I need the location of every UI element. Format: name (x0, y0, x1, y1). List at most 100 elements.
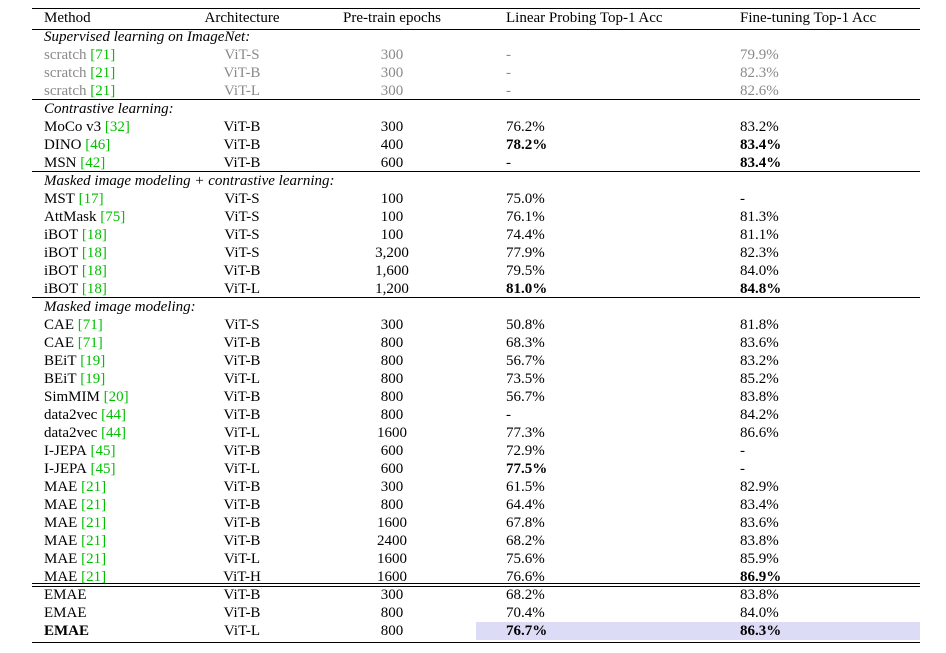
finetune-cell: 83.8% (740, 389, 779, 405)
linear-cell: 81.0% (506, 281, 548, 297)
method-cell: BEiT [19] (44, 352, 105, 370)
method-name: CAE (44, 317, 74, 333)
linear-cell: 77.3% (506, 425, 545, 441)
citation: [32] (104, 119, 130, 135)
method-cell: data2vec [44] (44, 406, 126, 424)
arch-cell: ViT-S (224, 47, 260, 63)
epochs-cell: 800 (380, 497, 404, 513)
arch-cell: ViT-L (223, 461, 261, 477)
method-cell: iBOT [18] (44, 262, 107, 280)
method-cell: MAE [21] (44, 514, 106, 532)
epochs-cell: 800 (380, 389, 404, 405)
method-cell: BEiT [19] (44, 370, 105, 388)
citation: [17] (78, 191, 104, 207)
header-cell: Architecture (204, 10, 280, 26)
method-cell: DINO [46] (44, 136, 110, 154)
finetune-cell: 85.9% (740, 551, 779, 567)
arch-cell: ViT-L (223, 425, 261, 441)
method-name: I-JEPA (44, 461, 87, 477)
arch-cell: ViT-B (223, 137, 261, 153)
method-name: MAE (44, 569, 78, 585)
linear-cell: 76.2% (506, 119, 545, 135)
finetune-cell: - (740, 191, 745, 207)
arch-cell: ViT-L (223, 551, 261, 567)
arch-cell: ViT-B (223, 533, 261, 549)
linear-cell: 74.4% (506, 227, 545, 243)
arch-cell: ViT-B (223, 389, 261, 405)
method-name: data2vec (44, 425, 98, 441)
epochs-cell: 100 (380, 209, 404, 225)
citation: [18] (81, 245, 107, 261)
method-name: scratch (44, 65, 87, 81)
finetune-cell: 86.6% (740, 425, 779, 441)
arch-cell: ViT-B (223, 605, 261, 621)
linear-cell: 64.4% (506, 497, 545, 513)
citation: [42] (80, 155, 106, 171)
method-name: MAE (44, 515, 78, 531)
finetune-cell: 82.3% (740, 65, 779, 81)
epochs-cell: 600 (380, 443, 404, 459)
method-name: iBOT (44, 245, 79, 261)
citation: [18] (81, 263, 107, 279)
finetune-cell: 79.9% (740, 47, 779, 63)
citation: [21] (81, 533, 107, 549)
arch-cell: ViT-S (224, 209, 260, 225)
citation: [21] (81, 479, 107, 495)
citation: [21] (81, 497, 107, 513)
linear-cell: 72.9% (506, 443, 545, 459)
epochs-cell: 3,200 (375, 245, 409, 261)
method-name: BEiT (44, 353, 77, 369)
linear-cell: 73.5% (506, 371, 545, 387)
method-cell: SimMIM [20] (44, 388, 129, 406)
arch-cell: ViT-B (223, 335, 261, 351)
method-cell: I-JEPA [45] (44, 442, 116, 460)
epochs-cell: 300 (380, 47, 404, 63)
epochs-cell: 1600 (377, 551, 407, 567)
citation: [44] (101, 425, 127, 441)
arch-cell: ViT-L (223, 281, 261, 297)
header-cell: Pre-train epochs (343, 10, 441, 26)
section-title: Masked image modeling + contrastive lear… (44, 173, 335, 189)
citation: [21] (81, 515, 107, 531)
epochs-cell: 1,600 (375, 263, 409, 279)
epochs-cell: 800 (380, 371, 404, 387)
epochs-cell: 300 (380, 65, 404, 81)
linear-cell: 75.0% (506, 191, 545, 207)
linear-cell: 77.5% (506, 461, 548, 477)
epochs-cell: 1600 (377, 569, 407, 585)
method-cell: EMAE (44, 622, 89, 640)
method-cell: MoCo v3 [32] (44, 118, 130, 136)
double-rule (32, 583, 920, 584)
finetune-cell: 82.9% (740, 479, 779, 495)
double-rule (32, 586, 920, 587)
method-cell: iBOT [18] (44, 226, 107, 244)
method-name: MAE (44, 497, 78, 513)
linear-cell: 75.6% (506, 551, 545, 567)
linear-cell: 50.8% (506, 317, 545, 333)
linear-cell: 79.5% (506, 263, 545, 279)
arch-cell: ViT-S (224, 227, 260, 243)
epochs-cell: 300 (380, 119, 404, 135)
method-cell: MAE [21] (44, 550, 106, 568)
finetune-cell: 84.8% (740, 281, 782, 297)
method-cell: data2vec [44] (44, 424, 126, 442)
linear-cell: 76.7% (506, 623, 548, 639)
linear-cell: 56.7% (506, 353, 545, 369)
method-name: iBOT (44, 227, 79, 243)
epochs-cell: 300 (380, 83, 404, 99)
citation: [18] (81, 227, 107, 243)
linear-cell: 78.2% (506, 137, 548, 153)
linear-cell: 56.7% (506, 389, 545, 405)
arch-cell: ViT-B (223, 497, 261, 513)
linear-cell: 70.4% (506, 605, 545, 621)
method-name: iBOT (44, 263, 79, 279)
arch-cell: ViT-B (223, 155, 261, 171)
linear-cell: 68.2% (506, 587, 545, 603)
header-cell: Method (44, 10, 91, 26)
citation: [21] (90, 83, 116, 99)
header-rule (32, 29, 920, 30)
method-cell: MAE [21] (44, 568, 106, 586)
method-name: BEiT (44, 371, 77, 387)
highlight (710, 622, 920, 640)
finetune-cell: 83.8% (740, 587, 779, 603)
